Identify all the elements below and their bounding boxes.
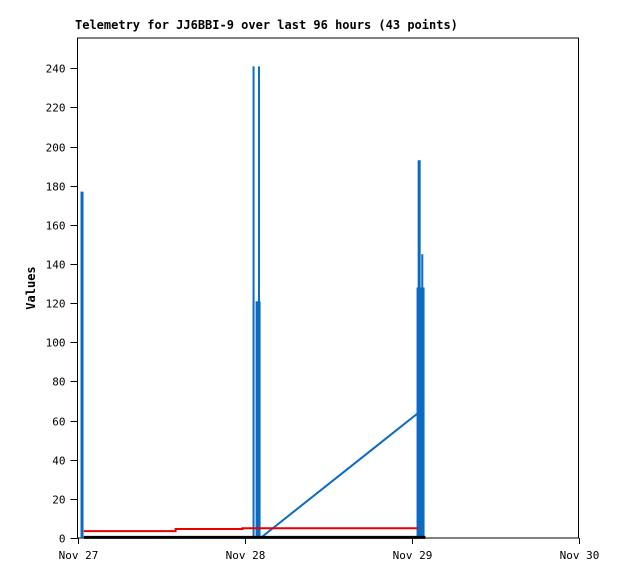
y-tick-label: 140: [46, 259, 66, 272]
x-tick-label: Nov 28: [226, 549, 266, 562]
y-tick-label: 180: [46, 181, 66, 194]
y-tick-label: 40: [52, 455, 65, 468]
y-tick-label: 80: [52, 376, 65, 389]
y-tick-label: 60: [52, 416, 65, 429]
plot-border: [77, 37, 579, 539]
blue-rising-channel: [259, 411, 420, 539]
y-tick-label: 20: [52, 494, 65, 507]
x-tick-label: Nov 29: [393, 549, 433, 562]
y-tick-label: 220: [46, 102, 66, 115]
y-tick-label: 0: [59, 533, 66, 546]
y-tick-label: 120: [46, 298, 66, 311]
y-tick-label: 240: [46, 63, 66, 76]
y-tick-label: 200: [46, 142, 66, 155]
chart-title: Telemetry for JJ6BBI-9 over last 96 hour…: [75, 18, 458, 32]
x-tick-label: Nov 30: [560, 549, 600, 562]
y-tick-label: 160: [46, 220, 66, 233]
red-channel: [83, 527, 418, 533]
x-tick-label: Nov 27: [59, 549, 99, 562]
y-axis-label: Values: [24, 266, 38, 310]
y-tick-label: 100: [46, 337, 66, 350]
